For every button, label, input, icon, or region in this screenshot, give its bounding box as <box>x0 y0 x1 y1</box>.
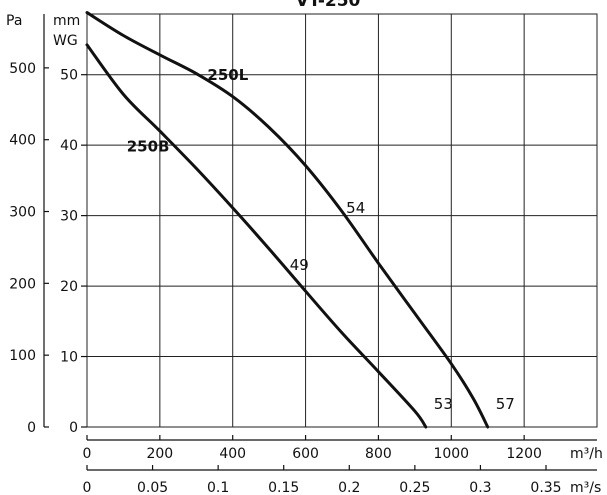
x-secondary-tick-label: 0.15 <box>268 480 299 495</box>
x-secondary-tick-label: 0.35 <box>530 480 561 495</box>
x-primary-tick-label: 200 <box>146 446 173 462</box>
x-primary-tick-label: 600 <box>292 446 319 462</box>
x-secondary-unit: m³/s <box>570 480 601 495</box>
grid <box>86 13 598 428</box>
series-label-250B: 250B <box>127 137 170 155</box>
y-right-tick-label: 20 <box>60 279 78 295</box>
x-secondary-tick-label: 0 <box>83 480 92 495</box>
curves <box>85 11 490 429</box>
y-right-tick-label: 30 <box>60 209 78 225</box>
y-right-tick-label: 40 <box>60 138 78 154</box>
x-primary-unit: m³/h <box>570 446 603 462</box>
y-left-tick-label: 400 <box>9 133 36 149</box>
y-right-tick-label: 0 <box>69 420 78 436</box>
x-primary-tick-label: 1000 <box>433 446 469 462</box>
y-left-tick-label: 0 <box>27 420 36 436</box>
x-primary-tick-label: 400 <box>219 446 246 462</box>
curve-value-label: 53 <box>434 395 453 413</box>
curve-value-label: 57 <box>496 395 515 413</box>
y-right-unit-line1: mm <box>53 13 80 29</box>
x-secondary-tick-label: 0.05 <box>137 480 168 495</box>
curve-250B <box>85 43 428 429</box>
y-left-tick-label: 200 <box>9 276 36 292</box>
series-label-250L: 250L <box>207 66 248 84</box>
y-right-unit-line2: WG <box>53 33 78 49</box>
x-primary-tick-label: 800 <box>365 446 392 462</box>
y-right-tick-label: 10 <box>60 350 78 366</box>
y-left-tick-label: 100 <box>9 348 36 364</box>
chart-title: VT-250 <box>296 0 361 11</box>
plot-frame <box>86 13 598 428</box>
x-primary-tick-label: 0 <box>83 446 92 462</box>
x-secondary-tick-label: 0.2 <box>338 480 360 495</box>
curve-value-label: 54 <box>346 199 365 217</box>
curve-value-label: 49 <box>290 256 309 274</box>
axes <box>43 14 597 471</box>
x-secondary-tick-label: 0.25 <box>399 480 430 495</box>
x-primary-tick-label: 1200 <box>506 446 542 462</box>
x-secondary-tick-label: 0.3 <box>469 480 491 495</box>
curve-labels: 250L 54 57 250B 49 53 <box>127 66 515 413</box>
y-left-unit: Pa <box>6 13 22 29</box>
y-left-tick-label: 300 <box>9 205 36 221</box>
y-left-tick-label: 500 <box>9 61 36 77</box>
x-secondary-tick-label: 0.1 <box>207 480 229 495</box>
y-right-tick-label: 50 <box>60 68 78 84</box>
curve-250L <box>85 11 490 429</box>
